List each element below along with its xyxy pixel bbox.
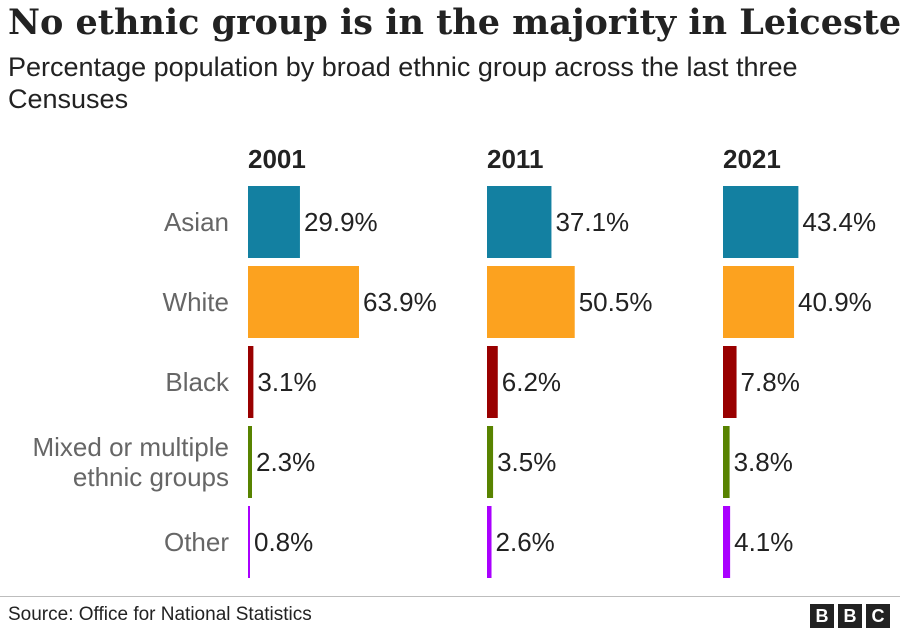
source-note: Source: Office for National Statistics (8, 604, 312, 625)
logo-letter: B (838, 604, 862, 628)
year-label: 2001 (248, 144, 306, 174)
bar (248, 186, 300, 258)
bar (248, 266, 359, 338)
bar (487, 506, 492, 578)
data-label: 4.1% (734, 527, 793, 557)
bar (487, 186, 552, 258)
data-label: 2.6% (496, 527, 555, 557)
category-label: Black (165, 367, 230, 397)
bar (248, 506, 250, 578)
bar (723, 266, 795, 338)
data-label: 50.5% (579, 287, 653, 317)
logo-letter: C (866, 604, 890, 628)
data-label: 0.8% (254, 527, 313, 557)
category-label: ethnic groups (73, 462, 229, 492)
category-label: Asian (164, 207, 229, 237)
bbc-logo: B B C (810, 604, 890, 628)
bar (487, 346, 498, 418)
bar (487, 426, 494, 498)
data-label: 29.9% (304, 207, 378, 237)
chart-subtitle: Percentage population by broad ethnic gr… (8, 52, 798, 114)
bar (248, 426, 252, 498)
year-label: 2011 (487, 144, 543, 174)
footer-divider (0, 596, 900, 597)
bar (248, 346, 254, 418)
data-label: 3.8% (734, 447, 793, 477)
data-label: 63.9% (363, 287, 437, 317)
bar (487, 266, 575, 338)
bar (723, 346, 737, 418)
data-label: 6.2% (502, 367, 561, 397)
data-label: 37.1% (555, 207, 629, 237)
logo-letter: B (810, 604, 834, 628)
data-label: 3.5% (497, 447, 556, 477)
data-label: 3.1% (257, 367, 316, 397)
bar (723, 426, 730, 498)
data-label: 7.8% (741, 367, 800, 397)
category-label: Mixed or multiple (32, 432, 229, 462)
bar (723, 506, 731, 578)
data-label: 2.3% (256, 447, 315, 477)
data-label: 40.9% (798, 287, 872, 317)
bar (723, 186, 799, 258)
year-label: 2021 (723, 144, 781, 174)
category-label: Other (164, 527, 229, 557)
category-label: White (163, 287, 229, 317)
data-label: 43.4% (802, 207, 876, 237)
chart-title: No ethnic group is in the majority in Le… (8, 2, 900, 43)
